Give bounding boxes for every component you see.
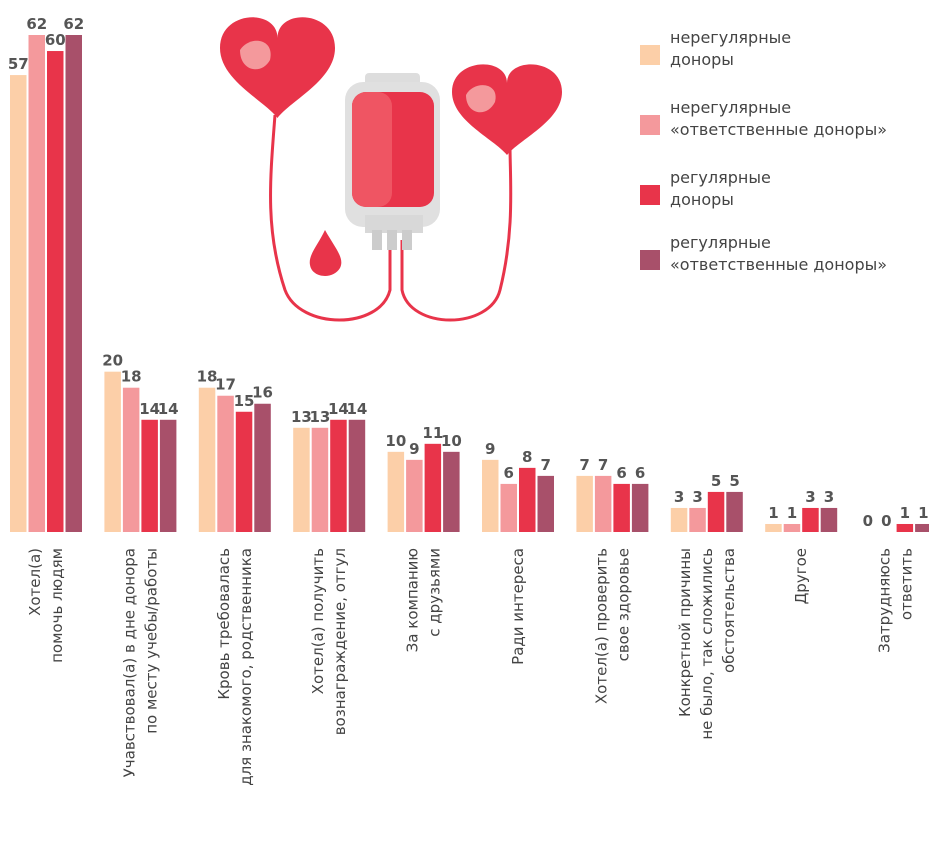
category-label: Хотел(а) помочь людям (26, 548, 66, 663)
value-label: 0 (881, 512, 891, 530)
bar (10, 75, 27, 533)
value-label: 14 (328, 400, 349, 418)
value-label: 16 (252, 384, 273, 402)
value-label: 8 (522, 448, 532, 466)
value-label: 60 (45, 31, 66, 49)
bar (537, 475, 554, 532)
bar (330, 419, 347, 532)
value-label: 20 (102, 352, 123, 370)
value-label: 3 (824, 488, 834, 506)
bar (820, 507, 838, 532)
value-label: 7 (598, 456, 608, 474)
bar (802, 507, 819, 532)
category-label: Другое (792, 548, 810, 604)
value-label: 5 (711, 472, 721, 490)
category-label: Учавствовал(а) в дне донора по месту учеб… (120, 548, 160, 777)
bar (896, 523, 914, 532)
value-label: 14 (139, 400, 160, 418)
bar (348, 419, 366, 532)
value-label: 1 (918, 504, 928, 522)
bar (594, 475, 612, 532)
value-label: 18 (121, 368, 142, 386)
bar (235, 411, 253, 532)
legend-swatch (640, 250, 660, 270)
bar (482, 459, 499, 532)
value-label: 9 (485, 440, 495, 458)
category-label: Конкретной причины не было, так сложились… (676, 548, 738, 740)
value-label: 62 (63, 15, 84, 33)
bar (519, 467, 536, 532)
illustration (220, 17, 562, 322)
value-label: 3 (674, 488, 684, 506)
value-label: 11 (422, 424, 443, 442)
category-label: Хотел(а) проверить свое здоровье (592, 548, 632, 704)
bar (915, 523, 929, 532)
bar (726, 491, 743, 532)
value-label: 6 (616, 464, 626, 482)
legend-label: нерегулярные «ответственные доноры» (670, 98, 887, 139)
value-label: 14 (347, 400, 368, 418)
category-label: За компанию с друзьями (404, 548, 444, 652)
legend: нерегулярные доноры нерегулярные «ответстве… (640, 28, 887, 274)
value-label: 5 (729, 472, 739, 490)
value-label: 15 (234, 392, 255, 410)
bar (670, 507, 688, 532)
bar (254, 403, 271, 532)
bar (443, 451, 460, 532)
bar (141, 419, 158, 532)
value-label: 13 (310, 408, 331, 426)
value-label: 18 (197, 368, 218, 386)
value-label: 14 (158, 400, 179, 418)
bar (689, 507, 706, 532)
legend-label: нерегулярные доноры (670, 28, 791, 69)
value-label: 62 (26, 15, 47, 33)
bar (631, 483, 649, 532)
value-label: 57 (8, 55, 29, 73)
value-label: 6 (635, 464, 645, 482)
value-label: 10 (385, 432, 406, 450)
bar (198, 387, 216, 532)
category-label: Затрудняюсь ответить (876, 548, 916, 653)
legend-swatch (640, 185, 660, 205)
bar (500, 483, 517, 532)
bar (47, 51, 64, 532)
value-label: 3 (805, 488, 815, 506)
legend-label: регулярные «ответственные доноры» (670, 233, 887, 274)
value-label: 1 (787, 504, 797, 522)
bar (217, 395, 234, 532)
category-label: Ради интереса (509, 548, 527, 665)
value-label: 13 (291, 408, 312, 426)
bar (783, 523, 801, 532)
value-label: 6 (504, 464, 514, 482)
bar (707, 491, 725, 532)
bar (424, 443, 442, 532)
value-label: 3 (692, 488, 702, 506)
value-label: 7 (579, 456, 589, 474)
legend-label: регулярные доноры (670, 168, 771, 209)
bar (65, 35, 82, 532)
bar (387, 451, 405, 532)
value-label: 1 (768, 504, 778, 522)
legend-swatch (640, 115, 660, 135)
bar (613, 483, 630, 532)
bar (28, 35, 45, 532)
category-label: Кровь требовалась для знакомого, родствен… (215, 548, 255, 786)
bar (104, 371, 121, 532)
value-label: 1 (900, 504, 910, 522)
bar (311, 427, 329, 532)
bar (159, 419, 177, 532)
category-label: Хотел(а) получить вознаграждение, отгул (309, 548, 349, 735)
bar (406, 459, 423, 532)
value-label: 0 (863, 512, 873, 530)
bar (765, 523, 782, 532)
value-label: 7 (541, 456, 551, 474)
legend-swatch (640, 45, 660, 65)
value-label: 9 (409, 440, 419, 458)
bar (122, 387, 140, 532)
bar (293, 427, 310, 532)
value-label: 17 (215, 376, 236, 394)
value-label: 10 (441, 432, 462, 450)
bar (576, 475, 593, 532)
